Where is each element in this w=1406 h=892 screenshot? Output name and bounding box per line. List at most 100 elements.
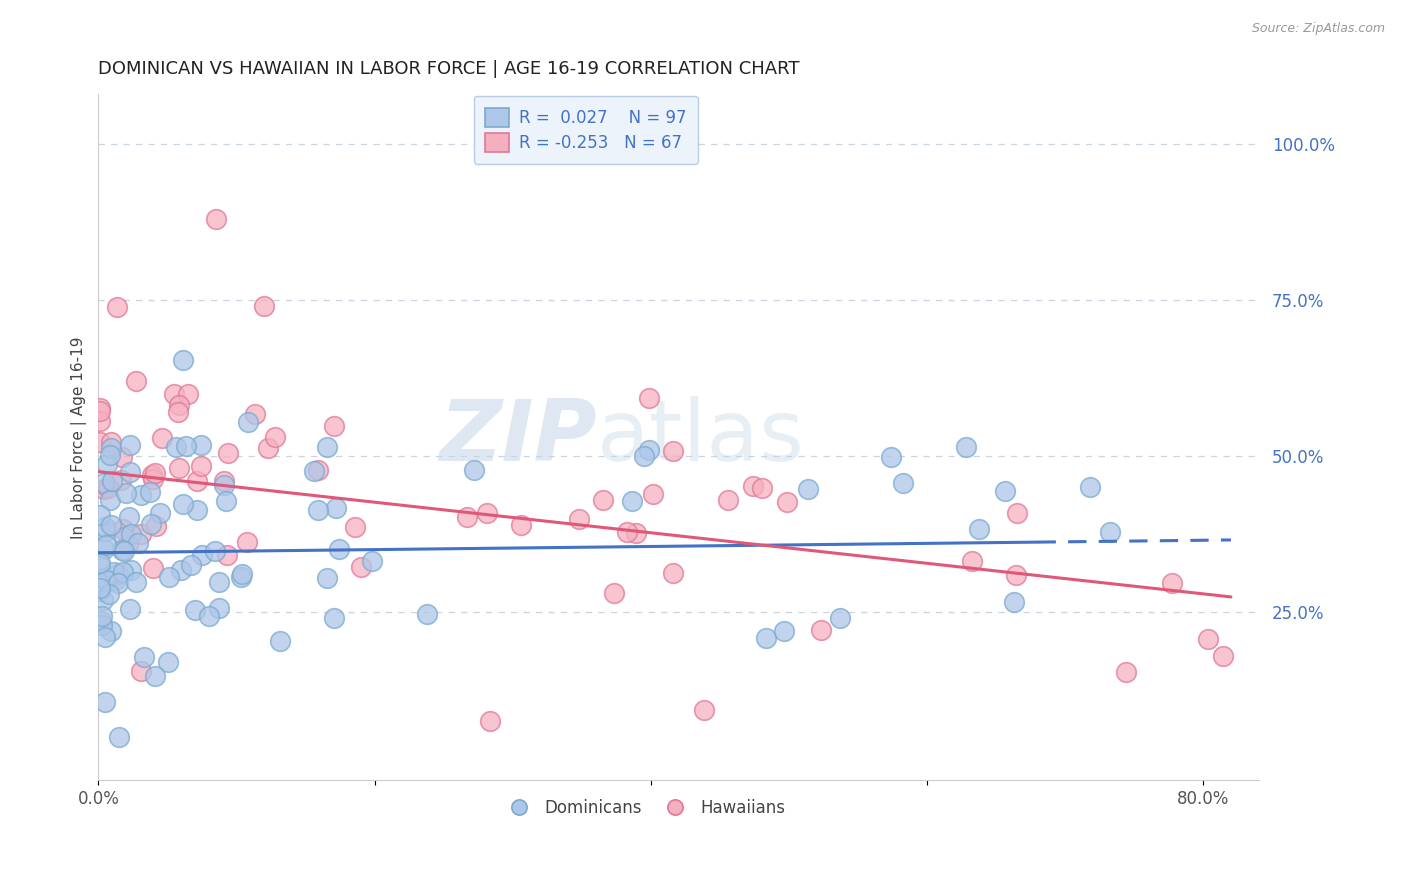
Point (89, 414, 111, 428)
Point (621, 494, 644, 508)
Point (775, 495, 797, 509)
Point (212, 474, 235, 488)
Point (204, 212, 226, 227)
Point (96, 457, 118, 471)
Point (891, 475, 914, 490)
Point (129, 527, 152, 541)
Point (662, 444, 685, 458)
Point (111, 450, 134, 465)
Point (142, 472, 165, 486)
Point (475, 506, 498, 520)
Point (751, 481, 773, 495)
Point (89, 559, 111, 574)
Point (145, 518, 167, 533)
Point (89, 583, 111, 598)
Point (89, 556, 111, 570)
Point (797, 482, 820, 496)
Text: DOMINICAN VS HAWAIIAN IN LABOR FORCE | AGE 16-19 CORRELATION CHART: DOMINICAN VS HAWAIIAN IN LABOR FORCE | A… (98, 60, 800, 78)
Point (90, 614, 112, 628)
Point (180, 558, 202, 573)
Point (110, 473, 132, 487)
Point (149, 506, 172, 520)
Point (190, 438, 212, 452)
Point (416, 607, 439, 621)
Point (742, 479, 765, 493)
Point (141, 468, 163, 483)
Point (100, 624, 122, 638)
Point (955, 440, 977, 454)
Point (103, 574, 125, 588)
Point (112, 544, 135, 558)
Point (1005, 568, 1028, 582)
Point (755, 631, 778, 645)
Point (717, 492, 740, 507)
Point (107, 575, 129, 590)
Point (592, 493, 614, 508)
Point (662, 566, 685, 580)
Point (129, 664, 152, 678)
Point (772, 624, 794, 639)
Point (112, 565, 135, 579)
Point (93, 571, 115, 585)
Point (111, 543, 134, 558)
Point (302, 464, 325, 478)
Text: atlas: atlas (598, 396, 806, 479)
Point (236, 535, 259, 549)
Point (167, 405, 190, 419)
Point (101, 475, 124, 489)
Point (165, 440, 187, 454)
Point (269, 634, 291, 648)
Point (125, 574, 148, 589)
Point (208, 601, 231, 615)
Point (90, 618, 112, 632)
Point (1212, 648, 1234, 663)
Point (118, 438, 141, 452)
Point (120, 563, 142, 577)
Point (1005, 506, 1028, 520)
Point (172, 497, 194, 511)
Point (91, 593, 114, 607)
Point (624, 525, 647, 540)
Point (139, 485, 162, 500)
Point (204, 544, 226, 558)
Point (692, 703, 714, 717)
Point (94, 695, 117, 709)
Point (231, 570, 253, 584)
Point (108, 730, 131, 744)
Point (172, 353, 194, 368)
Point (176, 439, 198, 453)
Point (167, 398, 190, 412)
Point (191, 548, 214, 562)
Point (810, 623, 832, 637)
Point (231, 567, 253, 582)
Point (145, 668, 167, 682)
Point (322, 611, 344, 625)
Point (94, 524, 117, 539)
Point (316, 440, 339, 454)
Point (169, 461, 191, 475)
Point (177, 386, 200, 401)
Point (89, 434, 111, 449)
Point (118, 466, 141, 480)
Point (100, 518, 122, 533)
Point (132, 649, 155, 664)
Point (89, 508, 111, 522)
Y-axis label: In Labor Force | Age 16-19: In Labor Force | Age 16-19 (72, 336, 87, 539)
Point (215, 549, 238, 563)
Point (236, 415, 259, 429)
Point (256, 441, 278, 455)
Point (120, 602, 142, 616)
Point (93, 483, 115, 497)
Point (1078, 480, 1101, 494)
Point (456, 510, 478, 524)
Point (143, 467, 166, 481)
Point (112, 522, 135, 536)
Point (967, 522, 990, 536)
Point (322, 419, 344, 434)
Point (264, 430, 287, 444)
Point (118, 509, 141, 524)
Point (94, 630, 117, 644)
Point (307, 503, 329, 517)
Point (93, 542, 115, 557)
Point (141, 517, 163, 532)
